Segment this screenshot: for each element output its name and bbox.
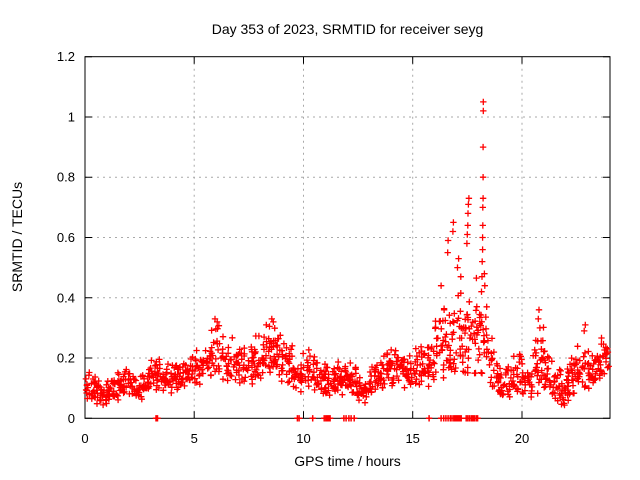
zero-value-points [152,415,481,422]
x-tick-label: 20 [515,431,529,446]
x-tick-label: 5 [191,431,198,446]
x-axis-title: GPS time / hours [294,453,401,469]
x-tick-label: 10 [296,431,310,446]
data-points [82,274,612,409]
x-tick-label: 0 [81,431,88,446]
outlier-points [211,98,589,335]
y-tick-label: 0.2 [57,351,75,366]
y-tick-label: 0.4 [57,290,75,305]
x-tick-label: 15 [405,431,419,446]
grid-lines [85,56,610,419]
y-tick-label: 0.8 [57,170,75,185]
y-tick-label: 0 [68,411,75,426]
chart-title: Day 353 of 2023, SRMTID for receiver sey… [211,21,484,37]
y-tick-label: 1.2 [57,49,75,64]
y-tick-label: 1 [68,110,75,125]
y-tick-label: 0.6 [57,230,75,245]
